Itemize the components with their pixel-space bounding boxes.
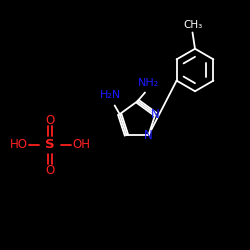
Text: NH₂: NH₂	[138, 78, 160, 88]
Text: OH: OH	[72, 138, 90, 151]
Text: O: O	[46, 114, 54, 126]
Text: N: N	[151, 108, 160, 121]
Text: S: S	[45, 138, 55, 151]
Text: HO: HO	[10, 138, 28, 151]
Text: N: N	[144, 129, 153, 142]
Text: H₂N: H₂N	[100, 90, 122, 101]
Text: O: O	[46, 164, 54, 176]
Text: CH₃: CH₃	[183, 20, 202, 30]
